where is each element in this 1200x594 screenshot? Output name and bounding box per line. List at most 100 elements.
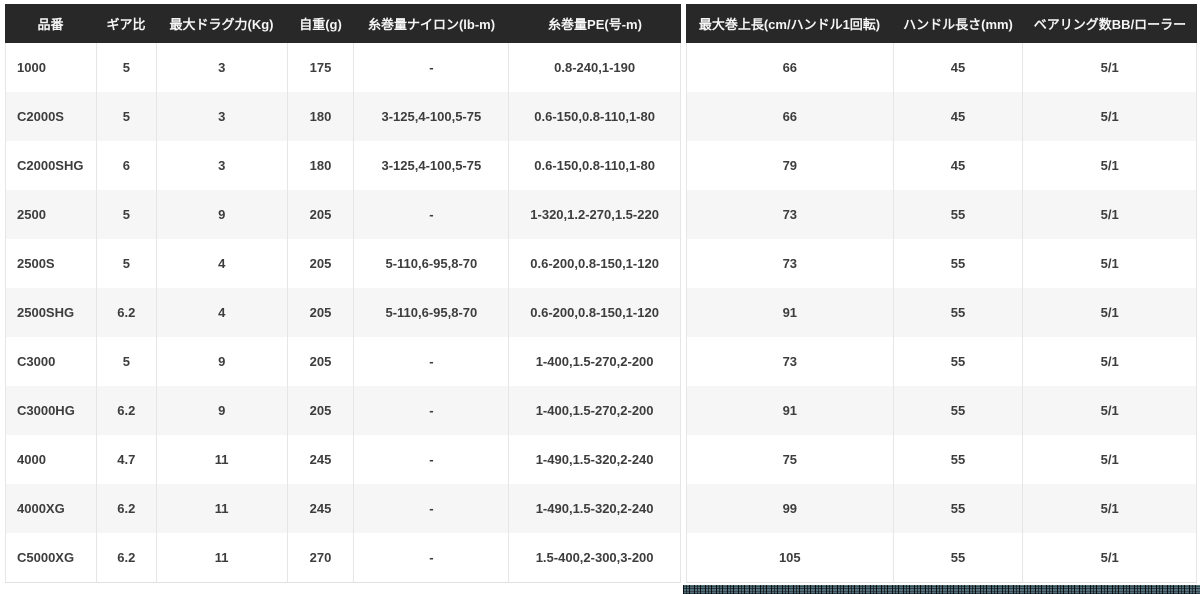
- table-row-C2000S: C2000S 5 3 180 3-125,4-100,5-75 0.6-150,0.8-1…: [6, 92, 681, 141]
- cell-max_drag_kg: 9: [157, 337, 288, 386]
- cell-handle_length_mm: 55: [894, 533, 1024, 582]
- cell-max_drag_kg: 11: [157, 484, 288, 533]
- cell-pe_capacity_go_m: 1-320,1.2-270,1.5-220: [509, 190, 681, 239]
- spec-table-right-header-row: 最大巻上長(cm/ハンドル1回転) ハンドル長さ(mm) ベアリング数BB/ローラー: [686, 4, 1197, 43]
- cell-bearings_bb_roller: 5/1: [1023, 435, 1197, 484]
- cell-handle_length_mm: 45: [894, 92, 1024, 141]
- cell-handle_length_mm: 55: [894, 484, 1024, 533]
- cell-gear_ratio: 5: [97, 337, 157, 386]
- cell-model: 4000: [6, 435, 97, 484]
- cell-weight_g: 180: [288, 92, 355, 141]
- spec-table-right-body: 66 45 5/1 66 45 5/1 79 45 5/1 73 55 5/1 73 55 5/1 91 55 5…: [686, 43, 1197, 583]
- table-row-1000: 66 45 5/1: [687, 43, 1197, 92]
- cell-gear_ratio: 6.2: [97, 386, 157, 435]
- cell-model: C2000S: [6, 92, 97, 141]
- cell-max_retrieve_cm: 79: [687, 141, 894, 190]
- cell-handle_length_mm: 45: [894, 43, 1024, 92]
- cell-weight_g: 245: [288, 435, 355, 484]
- cell-bearings_bb_roller: 5/1: [1023, 386, 1197, 435]
- cell-handle_length_mm: 55: [894, 288, 1024, 337]
- column-header-pe_capacity_go_m: 糸巻量PE(号-m): [548, 17, 642, 32]
- cell-pe_capacity_go_m: 0.8-240,1-190: [509, 43, 681, 92]
- cell-handle_length_mm: 55: [894, 435, 1024, 484]
- cell-weight_g: 175: [288, 43, 355, 92]
- cell-max_drag_kg: 4: [157, 288, 288, 337]
- cell-max_drag_kg: 4: [157, 239, 288, 288]
- spec-table-left: 品番 ギア比 最大ドラグ力(Kg) 自重(g) 糸巻量ナイロン(lb-m) 糸巻量PE(号…: [5, 4, 681, 583]
- cell-max_drag_kg: 3: [157, 141, 288, 190]
- table-row-2500: 2500 5 9 205-1-320,1.2-270,1.5-220: [6, 190, 681, 239]
- cell-bearings_bb_roller: 5/1: [1023, 533, 1197, 582]
- table-row-2500S: 2500S 5 4 205 5-110,6-95,8-70 0.6-200,0.8-150…: [6, 239, 681, 288]
- table-row-C3000: 73 55 5/1: [687, 337, 1197, 386]
- spec-table-left-header-row: 品番 ギア比 最大ドラグ力(Kg) 自重(g) 糸巻量ナイロン(lb-m) 糸巻量PE(号…: [5, 4, 681, 43]
- cell-pe_capacity_go_m: 0.6-150,0.8-110,1-80: [509, 92, 681, 141]
- cell-gear_ratio: 6.2: [97, 484, 157, 533]
- spec-table-left-body: 1000 5 3 175-0.8-240,1-190 C2000S 5 3 180 3-125,…: [5, 43, 681, 583]
- cell-max_drag_kg: 9: [157, 386, 288, 435]
- cell-bearings_bb_roller: 5/1: [1023, 337, 1197, 386]
- table-row-C3000HG: 91 55 5/1: [687, 386, 1197, 435]
- column-header-weight_g: 自重(g): [299, 17, 342, 32]
- cell-max_drag_kg: 3: [157, 43, 288, 92]
- spec-table-right: 最大巻上長(cm/ハンドル1回転) ハンドル長さ(mm) ベアリング数BB/ローラー…: [686, 4, 1197, 583]
- column-header-max_drag_kg: 最大ドラグ力(Kg): [169, 17, 274, 32]
- cell-max_retrieve_cm: 75: [687, 435, 894, 484]
- table-row-C2000S: 66 45 5/1: [687, 92, 1197, 141]
- cell-gear_ratio: 4.7: [97, 435, 157, 484]
- cell-model: 2500: [6, 190, 97, 239]
- cell-nylon_capacity_lb_m: 3-125,4-100,5-75: [354, 92, 510, 141]
- cell-weight_g: 180: [288, 141, 355, 190]
- cell-weight_g: 205: [288, 386, 355, 435]
- cell-handle_length_mm: 55: [894, 190, 1024, 239]
- cell-bearings_bb_roller: 5/1: [1023, 288, 1197, 337]
- cell-model: 2500SHG: [6, 288, 97, 337]
- table-row-2500S: 73 55 5/1: [687, 239, 1197, 288]
- cell-nylon_capacity_lb_m: 5-110,6-95,8-70: [354, 288, 510, 337]
- table-row-C3000HG: C3000HG 6.2 9 205-1-400,1.5-270,2-200: [6, 386, 681, 435]
- cell-bearings_bb_roller: 5/1: [1023, 43, 1197, 92]
- cell-gear_ratio: 5: [97, 92, 157, 141]
- cell-pe_capacity_go_m: 0.6-150,0.8-110,1-80: [509, 141, 681, 190]
- cell-pe_capacity_go_m: 0.6-200,0.8-150,1-120: [509, 288, 681, 337]
- column-header-max_retrieve_cm: 最大巻上長(cm/ハンドル1回転): [698, 17, 881, 32]
- table-row-C5000XG: 105 55 5/1: [687, 533, 1197, 582]
- table-row-4000: 4000 4.7 11 245-1-490,1.5-320,2-240: [6, 435, 681, 484]
- cell-weight_g: 205: [288, 337, 355, 386]
- cell-gear_ratio: 6.2: [97, 533, 157, 582]
- cell-weight_g: 205: [288, 288, 355, 337]
- cell-model: C2000SHG: [6, 141, 97, 190]
- cell-max_drag_kg: 9: [157, 190, 288, 239]
- cell-weight_g: 270: [288, 533, 355, 582]
- cell-nylon_capacity_lb_m: -: [354, 484, 510, 533]
- cell-handle_length_mm: 55: [894, 337, 1024, 386]
- cell-model: C3000HG: [6, 386, 97, 435]
- table-row-1000: 1000 5 3 175-0.8-240,1-190: [6, 43, 681, 92]
- cell-nylon_capacity_lb_m: -: [354, 337, 510, 386]
- table-row-4000XG: 4000XG 6.2 11 245-1-490,1.5-320,2-240: [6, 484, 681, 533]
- cell-pe_capacity_go_m: 1.5-400,2-300,3-200: [509, 533, 681, 582]
- cell-max_retrieve_cm: 105: [687, 533, 894, 582]
- table-row-4000: 75 55 5/1: [687, 435, 1197, 484]
- cell-nylon_capacity_lb_m: -: [354, 386, 510, 435]
- cell-pe_capacity_go_m: 1-490,1.5-320,2-240: [509, 484, 681, 533]
- cell-model: 1000: [6, 43, 97, 92]
- cell-max_retrieve_cm: 73: [687, 239, 894, 288]
- cell-bearings_bb_roller: 5/1: [1023, 484, 1197, 533]
- table-row-C3000: C3000 5 9 205-1-400,1.5-270,2-200: [6, 337, 681, 386]
- cell-max_retrieve_cm: 66: [687, 43, 894, 92]
- column-header-gear_ratio: ギア比: [106, 17, 146, 32]
- cell-nylon_capacity_lb_m: 3-125,4-100,5-75: [354, 141, 510, 190]
- cell-nylon_capacity_lb_m: -: [354, 190, 510, 239]
- cell-max_retrieve_cm: 91: [687, 288, 894, 337]
- cell-gear_ratio: 5: [97, 239, 157, 288]
- cell-max_drag_kg: 11: [157, 533, 288, 582]
- cell-max_retrieve_cm: 66: [687, 92, 894, 141]
- cell-nylon_capacity_lb_m: -: [354, 43, 510, 92]
- column-header-bearings_bb_roller: ベアリング数BB/ローラー: [1033, 17, 1187, 32]
- cell-max_retrieve_cm: 99: [687, 484, 894, 533]
- cell-bearings_bb_roller: 5/1: [1023, 92, 1197, 141]
- cell-gear_ratio: 6: [97, 141, 157, 190]
- cell-model: C5000XG: [6, 533, 97, 582]
